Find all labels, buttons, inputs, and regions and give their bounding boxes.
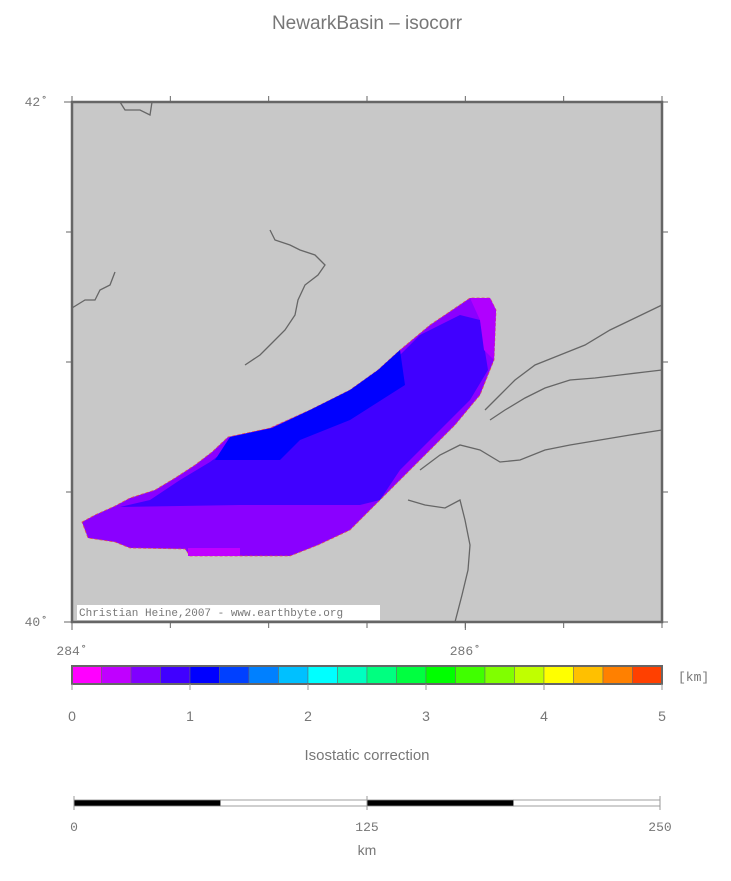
lat-label: 42˚ bbox=[25, 95, 48, 110]
colorbar-swatch bbox=[278, 665, 309, 685]
colorbar-tick-label: 5 bbox=[658, 708, 666, 724]
colorbar-swatch bbox=[71, 665, 102, 685]
coastline bbox=[407, 499, 471, 622]
scalebar-unit: km bbox=[358, 842, 377, 858]
coastline bbox=[489, 369, 662, 421]
colorbar-swatch bbox=[307, 665, 338, 685]
lon-label: 284˚ bbox=[56, 644, 87, 659]
colorbar-tick-label: 4 bbox=[540, 708, 548, 724]
colorbar-swatch bbox=[425, 665, 456, 685]
colorbar-swatch bbox=[543, 665, 574, 685]
scalebar-tick-label: 0 bbox=[70, 820, 78, 835]
scalebar-tick-label: 250 bbox=[648, 820, 671, 835]
colorbar-swatch bbox=[189, 665, 220, 685]
colorbar-swatch bbox=[514, 665, 545, 685]
colorbar-frame bbox=[71, 665, 663, 685]
colorbar-swatch bbox=[484, 665, 515, 685]
generated: 284˚ 286˚ 42˚ 40˚ 0 1 2 3 4 5 0 125 250 bbox=[25, 95, 672, 835]
scalebar-tick-label: 125 bbox=[355, 820, 378, 835]
coastline bbox=[244, 229, 326, 366]
scalebar-segment bbox=[366, 799, 514, 807]
basin-tip bbox=[470, 298, 496, 360]
colorbar-swatch bbox=[248, 665, 279, 685]
colorbar-swatch bbox=[366, 665, 397, 685]
credit-box bbox=[77, 605, 380, 620]
coastline bbox=[119, 102, 153, 116]
colorbar-swatch bbox=[602, 665, 633, 685]
colorbar-swatch bbox=[101, 665, 132, 685]
colorbar-swatch bbox=[337, 665, 368, 685]
credit: Christian Heine,2007 - www.earthbyte.org bbox=[79, 608, 343, 620]
coastline bbox=[72, 271, 116, 309]
colorbar-swatch bbox=[573, 665, 604, 685]
scalebar-segment bbox=[73, 799, 221, 807]
coastline bbox=[419, 429, 662, 471]
basin-core bbox=[215, 350, 405, 460]
colorbar-tick-label: 2 bbox=[304, 708, 312, 724]
colorbar-swatch bbox=[632, 665, 663, 685]
colorbar-unit: [km] bbox=[678, 670, 709, 685]
lon-label: 286˚ bbox=[450, 644, 481, 659]
colorbar-swatch bbox=[130, 665, 161, 685]
colorbar-swatch bbox=[219, 665, 250, 685]
colorbar-swatch bbox=[160, 665, 191, 685]
scalebar-segment bbox=[513, 799, 661, 807]
colorbar-swatch bbox=[455, 665, 486, 685]
colorbar-tick-label: 3 bbox=[422, 708, 430, 724]
coastline bbox=[484, 304, 662, 411]
colorbar-swatch bbox=[396, 665, 427, 685]
colorbar-label: Isostatic correction bbox=[304, 747, 429, 764]
lat-label: 40˚ bbox=[25, 615, 48, 630]
map-content bbox=[72, 102, 662, 622]
scalebar-segment bbox=[220, 799, 368, 807]
colorbar-tick-label: 0 bbox=[68, 708, 76, 724]
basin-edge bbox=[188, 548, 240, 556]
title: NewarkBasin – isocorr bbox=[272, 13, 463, 34]
colorbar-tick-label: 1 bbox=[186, 708, 194, 724]
